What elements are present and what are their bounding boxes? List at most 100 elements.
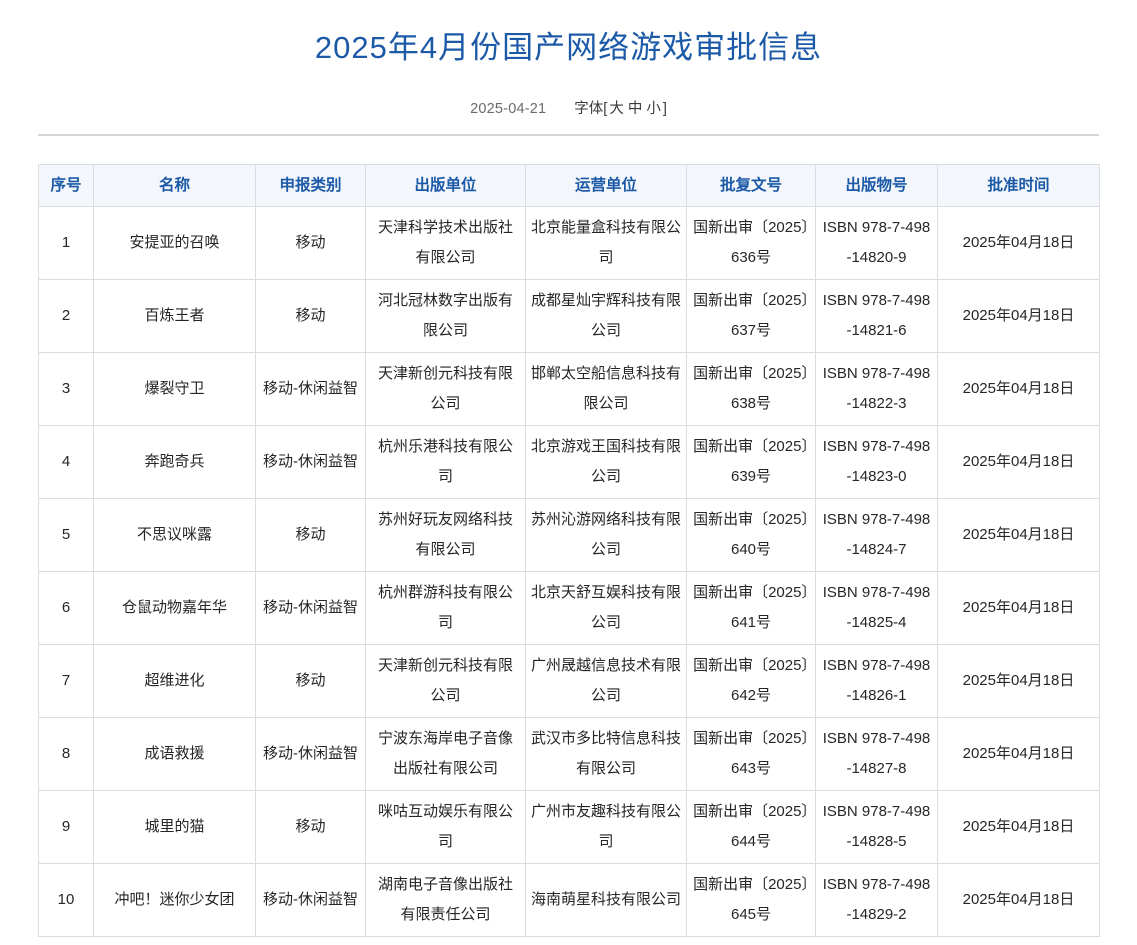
cell-doc-no: 国新出审〔2025〕638号 [686, 352, 816, 426]
cell-approved: 2025年04月18日 [937, 498, 1100, 572]
cell-operator: 北京游戏王国科技有限公司 [525, 425, 687, 499]
cell-isbn: ISBN 978-7-498-14820-9 [815, 206, 938, 280]
table-header-row: 序号 名称 申报类别 出版单位 运营单位 批复文号 出版物号 批准时间 [38, 164, 1100, 207]
cell-name: 爆裂守卫 [93, 352, 256, 426]
cell-name: 仓鼠动物嘉年华 [93, 571, 256, 645]
cell-index: 6 [38, 571, 94, 645]
cell-isbn: ISBN 978-7-498-14826-1 [815, 644, 938, 718]
cell-publisher: 杭州群游科技有限公司 [365, 571, 526, 645]
font-size-medium-link[interactable]: 中 [627, 101, 643, 117]
cell-doc-no: 国新出审〔2025〕636号 [686, 206, 816, 280]
cell-name: 奔跑奇兵 [93, 425, 256, 499]
cell-isbn: ISBN 978-7-498-14822-3 [815, 352, 938, 426]
approval-table-container: 序号 名称 申报类别 出版单位 运营单位 批复文号 出版物号 批准时间 1 安提亚… [38, 164, 1100, 937]
cell-name: 不思议咪露 [93, 498, 256, 572]
cell-approved: 2025年04月18日 [937, 279, 1100, 353]
cell-isbn: ISBN 978-7-498-14821-6 [815, 279, 938, 353]
cell-publisher: 宁波东海岸电子音像出版社有限公司 [365, 717, 526, 791]
cell-operator: 邯郸太空船信息科技有限公司 [525, 352, 687, 426]
cell-index: 1 [38, 206, 94, 280]
column-header-operator: 运营单位 [525, 164, 687, 207]
cell-name: 百炼王者 [93, 279, 256, 353]
cell-index: 9 [38, 790, 94, 864]
cell-category: 移动 [255, 790, 366, 864]
cell-operator: 北京天舒互娱科技有限公司 [525, 571, 687, 645]
table-row: 7 超维进化 移动 天津新创元科技有限公司 广州晟越信息技术有限公司 国新出审〔2025〕… [38, 644, 1100, 718]
table-row: 8 成语救援 移动-休闲益智 宁波东海岸电子音像出版社有限公司 武汉市多比特信息科技有限… [38, 717, 1100, 791]
column-header-index: 序号 [38, 164, 94, 207]
publish-date: 2025-04-21 [470, 101, 547, 117]
font-size-large-link[interactable]: 大 [609, 101, 624, 117]
cell-name: 冲吧！迷你少女团 [93, 863, 256, 937]
cell-category: 移动 [255, 279, 366, 353]
cell-publisher: 天津新创元科技有限公司 [365, 352, 526, 426]
cell-isbn: ISBN 978-7-498-14827-8 [815, 717, 938, 791]
cell-index: 5 [38, 498, 94, 572]
column-header-isbn: 出版物号 [815, 164, 938, 207]
approval-table: 序号 名称 申报类别 出版单位 运营单位 批复文号 出版物号 批准时间 1 安提亚… [38, 164, 1100, 937]
table-row: 10 冲吧！迷你少女团 移动-休闲益智 湖南电子音像出版社有限责任公司 海南萌星科技有限… [38, 863, 1100, 937]
cell-operator: 广州晟越信息技术有限公司 [525, 644, 687, 718]
table-row: 1 安提亚的召唤 移动 天津科学技术出版社有限公司 北京能量盒科技有限公司 国新出审〔20… [38, 206, 1100, 280]
cell-approved: 2025年04月18日 [937, 571, 1100, 645]
cell-isbn: ISBN 978-7-498-14825-4 [815, 571, 938, 645]
cell-index: 10 [38, 863, 94, 937]
cell-index: 2 [38, 279, 94, 353]
cell-operator: 苏州沁游网络科技有限公司 [525, 498, 687, 572]
cell-isbn: ISBN 978-7-498-14823-0 [815, 425, 938, 499]
table-body: 1 安提亚的召唤 移动 天津科学技术出版社有限公司 北京能量盒科技有限公司 国新出审〔20… [38, 206, 1100, 937]
document-meta: 2025-04-21 字体[大中小] [0, 98, 1137, 120]
column-header-name: 名称 [93, 164, 256, 207]
cell-doc-no: 国新出审〔2025〕637号 [686, 279, 816, 353]
cell-category: 移动 [255, 498, 366, 572]
font-size-open-bracket: [ [603, 101, 608, 117]
table-row: 2 百炼王者 移动 河北冠林数字出版有限公司 成都星灿宇辉科技有限公司 国新出审〔2025… [38, 279, 1100, 353]
table-row: 9 城里的猫 移动 咪咕互动娱乐有限公司 广州市友趣科技有限公司 国新出审〔2025〕64… [38, 790, 1100, 864]
cell-operator: 成都星灿宇辉科技有限公司 [525, 279, 687, 353]
cell-index: 7 [38, 644, 94, 718]
cell-doc-no: 国新出审〔2025〕643号 [686, 717, 816, 791]
table-row: 3 爆裂守卫 移动-休闲益智 天津新创元科技有限公司 邯郸太空船信息科技有限公司 国新出审… [38, 352, 1100, 426]
cell-category: 移动 [255, 206, 366, 280]
cell-category: 移动-休闲益智 [255, 863, 366, 937]
table-row: 4 奔跑奇兵 移动-休闲益智 杭州乐港科技有限公司 北京游戏王国科技有限公司 国新出审〔2… [38, 425, 1100, 499]
cell-approved: 2025年04月18日 [937, 352, 1100, 426]
cell-operator: 北京能量盒科技有限公司 [525, 206, 687, 280]
header-divider [38, 134, 1099, 136]
cell-index: 8 [38, 717, 94, 791]
column-header-approved: 批准时间 [937, 164, 1100, 207]
cell-approved: 2025年04月18日 [937, 206, 1100, 280]
font-size-label: 字体 [574, 101, 604, 117]
table-header: 序号 名称 申报类别 出版单位 运营单位 批复文号 出版物号 批准时间 [38, 164, 1100, 207]
cell-publisher: 咪咕互动娱乐有限公司 [365, 790, 526, 864]
cell-approved: 2025年04月18日 [937, 425, 1100, 499]
cell-index: 4 [38, 425, 94, 499]
cell-doc-no: 国新出审〔2025〕644号 [686, 790, 816, 864]
cell-category: 移动-休闲益智 [255, 571, 366, 645]
cell-doc-no: 国新出审〔2025〕645号 [686, 863, 816, 937]
cell-publisher: 湖南电子音像出版社有限责任公司 [365, 863, 526, 937]
cell-index: 3 [38, 352, 94, 426]
column-header-doc-no: 批复文号 [686, 164, 816, 207]
font-size-close-bracket: ] [662, 101, 667, 117]
cell-approved: 2025年04月18日 [937, 717, 1100, 791]
cell-doc-no: 国新出审〔2025〕641号 [686, 571, 816, 645]
font-size-small-link[interactable]: 小 [646, 101, 661, 117]
cell-operator: 广州市友趣科技有限公司 [525, 790, 687, 864]
cell-category: 移动-休闲益智 [255, 425, 366, 499]
cell-category: 移动 [255, 644, 366, 718]
cell-doc-no: 国新出审〔2025〕642号 [686, 644, 816, 718]
cell-publisher: 苏州好玩友网络科技有限公司 [365, 498, 526, 572]
font-size-control: 字体[大中小] [574, 98, 667, 120]
document-header: 2025年4月份国产网络游戏审批信息 2025-04-21 字体[大中小] [0, 0, 1137, 136]
cell-name: 超维进化 [93, 644, 256, 718]
cell-publisher: 杭州乐港科技有限公司 [365, 425, 526, 499]
cell-publisher: 天津新创元科技有限公司 [365, 644, 526, 718]
cell-doc-no: 国新出审〔2025〕639号 [686, 425, 816, 499]
cell-name: 安提亚的召唤 [93, 206, 256, 280]
column-header-category: 申报类别 [255, 164, 366, 207]
page-title: 2025年4月份国产网络游戏审批信息 [314, 30, 823, 65]
cell-publisher: 河北冠林数字出版有限公司 [365, 279, 526, 353]
cell-category: 移动-休闲益智 [255, 352, 366, 426]
